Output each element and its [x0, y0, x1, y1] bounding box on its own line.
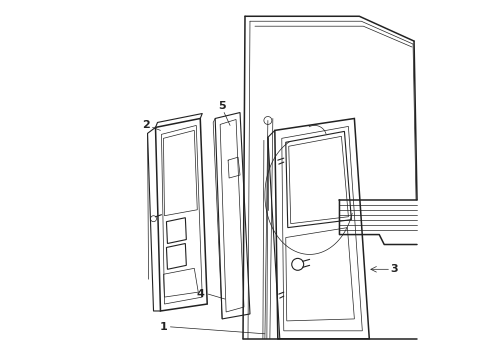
Text: 5: 5 [219, 100, 226, 111]
Text: 4: 4 [196, 289, 204, 299]
Text: 1: 1 [160, 322, 168, 332]
Text: 2: 2 [142, 121, 149, 130]
Text: 3: 3 [391, 264, 398, 274]
